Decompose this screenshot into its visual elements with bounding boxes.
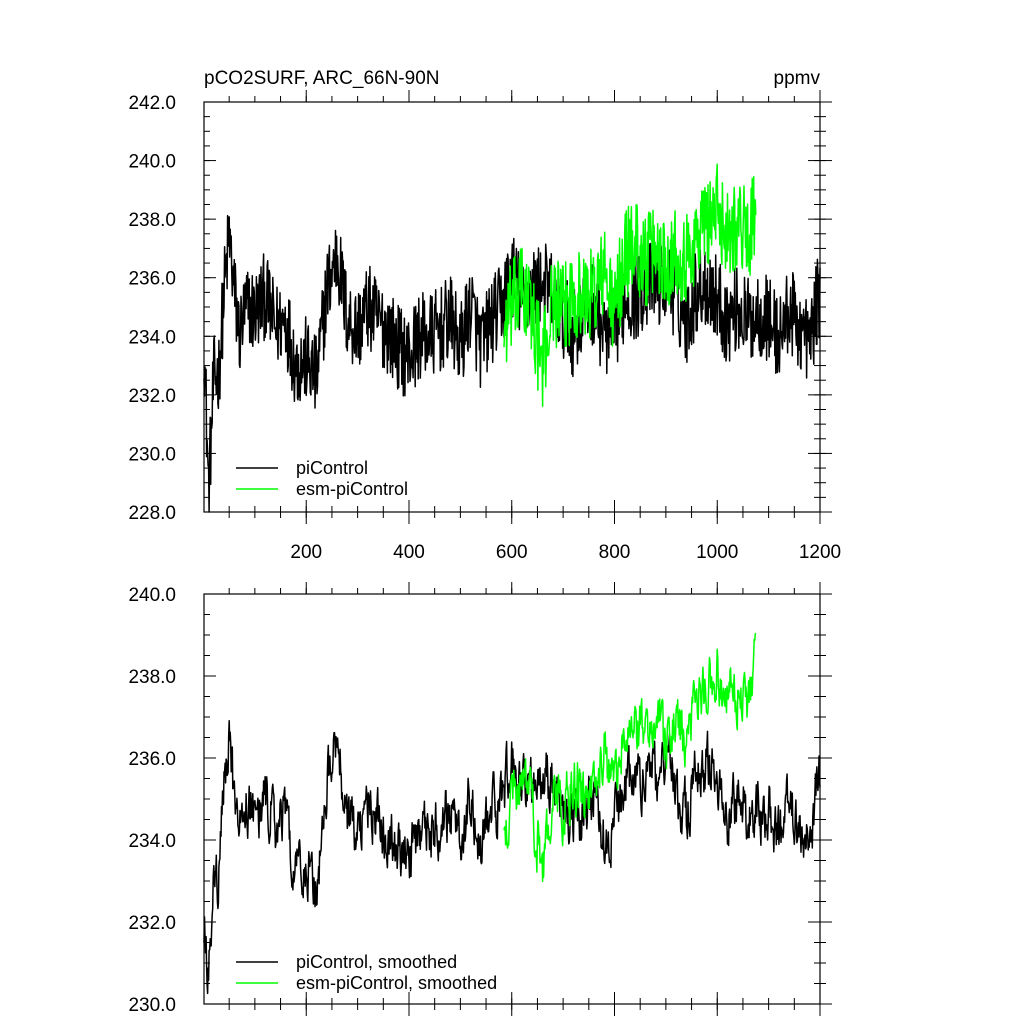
bottom-ytick-label: 236.0 [128, 749, 176, 770]
top-ytick-label: 232.0 [128, 386, 176, 407]
top-series-line-0 [203, 214, 821, 513]
top-series-line-1 [503, 163, 757, 408]
bottom-ytick-label: 234.0 [128, 831, 176, 852]
bottom-ytick-label: 230.0 [128, 995, 176, 1016]
top-xtick-label: 1000 [696, 542, 738, 563]
top-ytick-label: 234.0 [128, 327, 176, 348]
top-xtick-label: 200 [290, 542, 322, 563]
bottom-legend-label: piControl, smoothed [296, 952, 457, 972]
top-panel: pCO2SURF, ARC_66N-90N ppmv 228.0 230.0 232… [128, 68, 841, 563]
bottom-ytick-label: 238.0 [128, 667, 176, 688]
top-panel-units: ppmv [774, 68, 821, 89]
top-panel-ticks: 228.0 230.0 232.0 234.0 236.0 238.0 240.0 242.0… [128, 90, 841, 563]
top-ytick-label: 230.0 [128, 444, 176, 465]
bottom-panel: 230.0 232.0 234.0 236.0 238.0 240.0 piControl… [128, 582, 832, 1016]
top-legend-label: esm-piControl [296, 479, 408, 499]
top-ytick-label: 228.0 [128, 503, 176, 524]
top-ytick-label: 238.0 [128, 210, 176, 231]
top-ytick-label: 236.0 [128, 269, 176, 290]
bottom-ytick-label: 232.0 [128, 913, 176, 934]
bottom-series-line-0 [203, 720, 821, 995]
bottom-panel-frame [203, 593, 821, 1005]
top-legend-label: piControl [296, 458, 368, 478]
top-xtick-label: 400 [393, 542, 425, 563]
top-panel-series [203, 163, 821, 513]
bottom-ytick-label: 240.0 [128, 585, 176, 606]
top-xtick-label: 1200 [799, 542, 841, 563]
bottom-legend-label: esm-piControl, smoothed [296, 973, 497, 993]
top-panel-title: pCO2SURF, ARC_66N-90N [204, 68, 439, 89]
bottom-panel-ticks: 230.0 232.0 234.0 236.0 238.0 240.0 [128, 582, 832, 1016]
bottom-series-line-1 [503, 632, 757, 883]
top-ytick-label: 240.0 [128, 152, 176, 173]
top-xtick-label: 600 [496, 542, 528, 563]
bottom-panel-series [203, 632, 821, 995]
top-xtick-label: 800 [599, 542, 631, 563]
top-ytick-label: 242.0 [128, 93, 176, 114]
